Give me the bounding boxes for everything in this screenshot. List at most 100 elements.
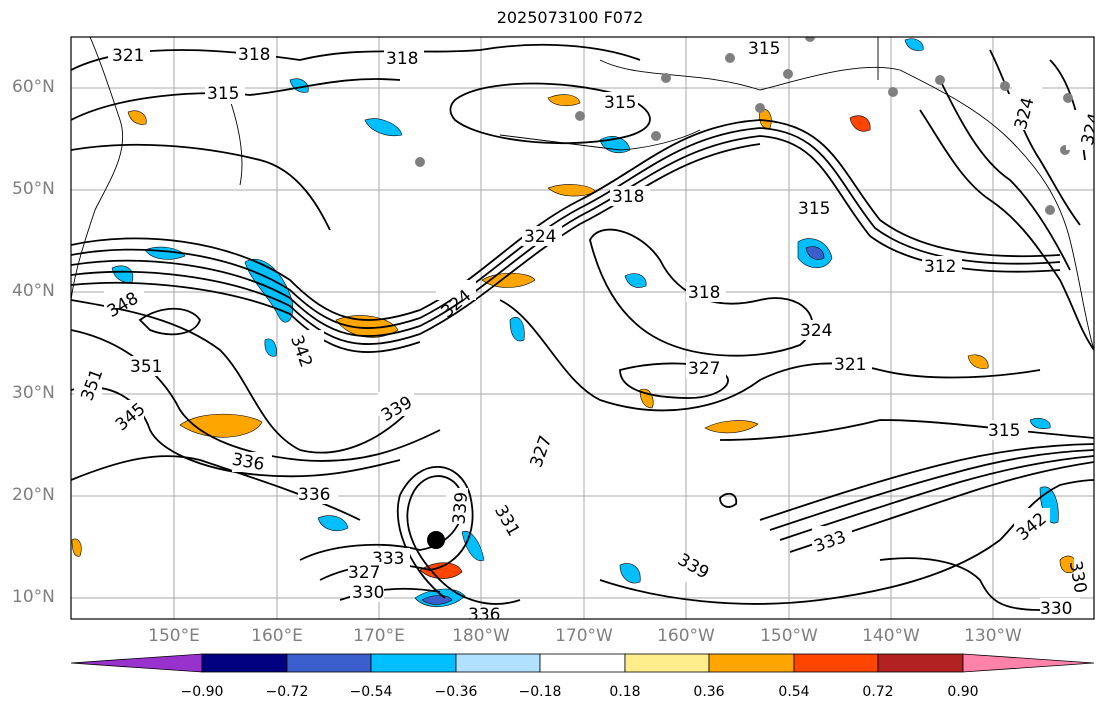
graticule — [71, 37, 1094, 619]
lat-label: 60°N — [12, 77, 55, 97]
vortex-center — [427, 531, 445, 549]
shade-patch — [127, 110, 147, 125]
contour-line — [879, 557, 1041, 611]
coastline — [71, 37, 124, 301]
colorbar-bin — [877, 653, 964, 673]
contour-line — [449, 82, 651, 145]
contour-label: 318 — [238, 45, 270, 65]
contour-label: 336 — [468, 605, 500, 625]
shade-patch — [849, 115, 871, 132]
contour-label: 339 — [449, 491, 472, 525]
contour-label: 315 — [207, 84, 239, 104]
shade-patch — [71, 538, 82, 557]
contour-line — [71, 281, 421, 353]
contour-label: 324 — [800, 321, 832, 341]
shade-patch — [904, 38, 924, 51]
lat-label: 10°N — [12, 587, 55, 607]
contour-label: 315 — [604, 93, 636, 113]
lon-label: 160°W — [657, 626, 715, 646]
colorbar-bin — [455, 653, 541, 673]
contour-line — [71, 143, 331, 231]
contour-line — [71, 386, 401, 478]
shade-patch — [317, 515, 349, 531]
lat-label: 40°N — [12, 281, 55, 301]
shade-patch — [1029, 418, 1051, 430]
colorbar-tick-label: 0.90 — [947, 684, 979, 700]
colorbar-bin — [624, 653, 710, 673]
map-title: 2025073100 F072 — [496, 8, 644, 27]
contour-label: 330 — [1040, 599, 1072, 619]
station-dot — [888, 87, 898, 97]
contour-label: 327 — [688, 359, 720, 379]
contour-label: 312 — [924, 257, 956, 277]
coastlines — [71, 37, 1094, 351]
shade-patch — [364, 118, 403, 137]
plot-background — [71, 37, 1094, 619]
contour-label: 318 — [386, 49, 418, 69]
shade-patch — [547, 94, 581, 107]
contour-line — [71, 127, 1061, 329]
shade-patch — [419, 562, 463, 579]
colorbar-bin — [793, 653, 879, 673]
contour-line — [719, 492, 738, 508]
shade-patch — [624, 273, 647, 288]
contour-line — [71, 43, 641, 71]
shade-patch — [1039, 486, 1059, 524]
contour-label-group: 321 318 318 315 315 315 318 315 312 324 … — [74, 38, 1094, 625]
colorbar-tick-label: 0.18 — [609, 684, 641, 700]
colorbar-bin — [286, 653, 372, 673]
shade-patch — [805, 246, 825, 260]
lon-label: 160°E — [251, 626, 303, 646]
lon-label: 170°E — [353, 626, 405, 646]
station-dot — [575, 111, 585, 121]
contour-line — [138, 307, 201, 336]
lon-label: 170°W — [555, 626, 613, 646]
station-dot — [1063, 93, 1073, 103]
shade-patch — [704, 420, 759, 434]
colorbar-bin — [201, 653, 288, 673]
lon-label: 140°W — [862, 626, 920, 646]
lon-label: 130°W — [964, 626, 1022, 646]
station-dot — [725, 53, 735, 63]
shade-patch — [244, 259, 294, 323]
shade-patch — [111, 265, 134, 283]
coastline — [229, 99, 243, 186]
coastline — [599, 59, 1094, 351]
contour-label: 330 — [352, 583, 384, 603]
contour-label: 351 — [130, 357, 162, 377]
station-dot — [415, 157, 425, 167]
contour-label: 315 — [748, 39, 780, 59]
station-dot — [661, 73, 671, 83]
contour-line — [939, 79, 1071, 271]
contour-line — [769, 449, 1094, 531]
colorbar-tick-label: −0.90 — [180, 684, 224, 700]
contour-label: 315 — [988, 421, 1020, 441]
colorbar-tick-label: −0.54 — [349, 684, 393, 700]
colorbar-extend-left — [70, 653, 203, 673]
lat-label: 50°N — [12, 179, 55, 199]
contour-label: 321 — [834, 355, 866, 375]
shade-patch — [619, 563, 641, 584]
contour-label: 318 — [688, 283, 720, 303]
lon-label: 150°E — [148, 626, 200, 646]
colorbar-bin — [539, 653, 626, 673]
contour-line — [759, 443, 1094, 521]
coastline — [499, 129, 701, 151]
station-dot — [1000, 81, 1010, 91]
plot-frame — [70, 36, 1095, 620]
contour-line — [919, 109, 1094, 351]
shade-patch — [335, 315, 399, 338]
contour-line — [499, 299, 1041, 412]
contour-label: 321 — [112, 46, 144, 66]
colorbar-tick-label: 0.54 — [778, 684, 810, 700]
contour-line — [71, 78, 401, 121]
contour-line — [299, 475, 521, 605]
contour-line — [71, 135, 1061, 337]
contour-label: 318 — [612, 187, 644, 207]
contour-line — [589, 228, 813, 357]
contour-label: 324 — [524, 227, 556, 247]
colorbar-bin — [708, 653, 795, 673]
contour-line — [339, 587, 441, 601]
contour-label: 336 — [298, 485, 330, 505]
